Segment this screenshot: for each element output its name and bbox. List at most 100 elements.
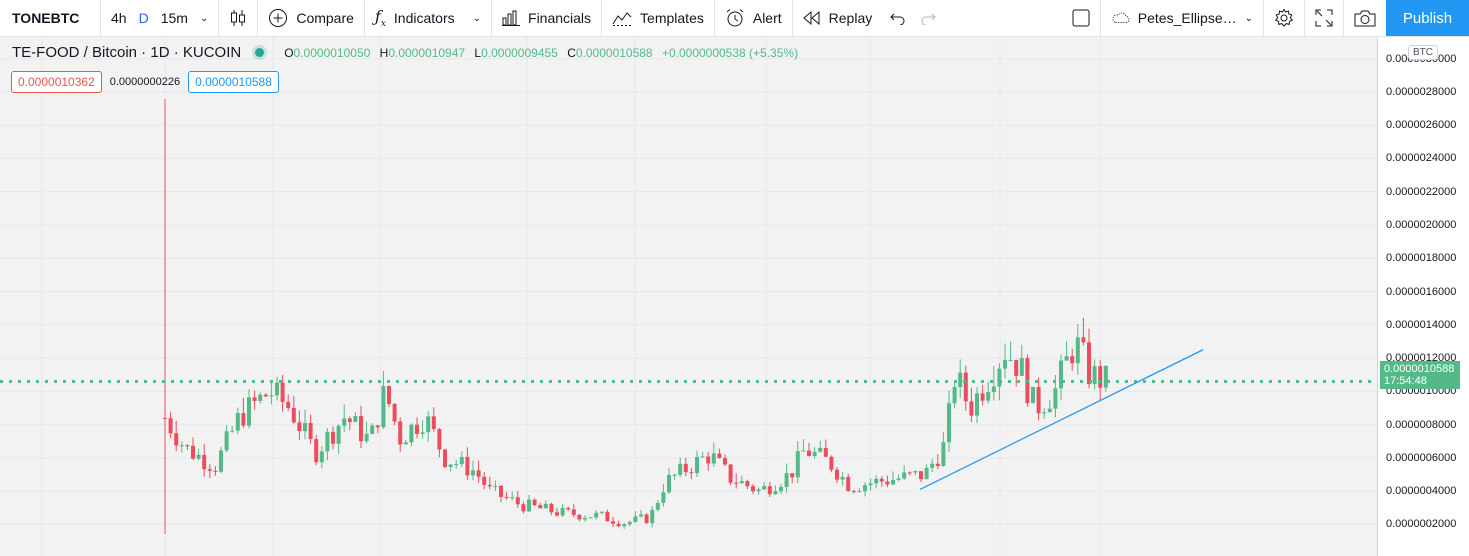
buy-button[interactable]: 0.0000010588 bbox=[188, 71, 279, 93]
candle-body bbox=[706, 456, 711, 464]
symbol-search[interactable]: TONEBTC bbox=[12, 10, 80, 26]
candle-body bbox=[807, 450, 811, 456]
layout-grid-button[interactable] bbox=[1062, 0, 1100, 36]
candle-body bbox=[403, 442, 408, 445]
currency-badge[interactable]: BTC bbox=[1408, 45, 1438, 60]
undo-icon[interactable] bbox=[890, 11, 906, 25]
candle-body bbox=[728, 464, 733, 483]
candle-body bbox=[364, 433, 369, 442]
candle-body bbox=[560, 507, 565, 516]
candle-body bbox=[605, 511, 610, 522]
alert-button[interactable]: Alert bbox=[715, 0, 792, 36]
fullscreen-button[interactable] bbox=[1305, 0, 1343, 36]
fullscreen-icon bbox=[1315, 9, 1333, 27]
candle-body bbox=[482, 476, 487, 485]
candle-body bbox=[247, 397, 251, 426]
candle-body bbox=[991, 386, 996, 393]
ohlc-values: O0.0000010050 H0.0000010947 L0.000000945… bbox=[284, 46, 798, 60]
sell-button[interactable]: 0.0000010362 bbox=[11, 71, 102, 93]
candle-body bbox=[941, 442, 946, 466]
price-tick: 0.0000020000 bbox=[1386, 218, 1457, 231]
candle-body bbox=[431, 416, 436, 430]
candle-body bbox=[1087, 342, 1091, 385]
candle-body bbox=[924, 467, 929, 480]
candle-body bbox=[392, 403, 397, 422]
price-tick: 0.0000026000 bbox=[1386, 119, 1457, 132]
chevron-down-icon[interactable]: ⌄ bbox=[199, 12, 209, 24]
alert-label: Alert bbox=[752, 10, 782, 26]
replay-button[interactable]: Replay bbox=[793, 0, 883, 36]
function-icon: ƒx bbox=[374, 6, 386, 30]
resolution-15m[interactable]: 15m bbox=[160, 10, 188, 26]
candle-body bbox=[549, 503, 554, 513]
candle-body bbox=[667, 474, 671, 493]
candle-body bbox=[515, 497, 520, 505]
chevron-down-icon: ⌄ bbox=[1244, 12, 1253, 24]
candle-body bbox=[185, 445, 190, 447]
financials-button[interactable]: Financials bbox=[492, 0, 601, 36]
candle-body bbox=[902, 472, 907, 479]
candle-body bbox=[252, 397, 257, 401]
candle-body bbox=[639, 514, 643, 517]
candlestick-chart[interactable] bbox=[0, 37, 1377, 556]
candle-body bbox=[381, 386, 386, 428]
candle-body bbox=[303, 422, 307, 432]
layout-name-button[interactable]: Petes_Ellipse… ⌄ bbox=[1101, 0, 1263, 36]
candle-body bbox=[1098, 366, 1103, 388]
candle-body bbox=[594, 512, 599, 518]
candle-body bbox=[790, 473, 795, 478]
chart-type-button[interactable] bbox=[219, 0, 257, 36]
candle-body bbox=[347, 418, 352, 422]
price-axis[interactable] bbox=[1377, 37, 1469, 556]
candle-body bbox=[179, 445, 184, 447]
candle-body bbox=[661, 492, 666, 503]
candle-body bbox=[370, 425, 375, 434]
camera-icon bbox=[1354, 10, 1376, 27]
candle-body bbox=[695, 457, 699, 474]
candle-body bbox=[465, 457, 470, 476]
candle-body bbox=[521, 504, 526, 512]
compare-button[interactable]: Compare bbox=[258, 0, 364, 36]
templates-button[interactable]: Templates bbox=[602, 0, 714, 36]
resolution-d[interactable]: D bbox=[138, 10, 149, 26]
candle-body bbox=[319, 451, 324, 463]
candle-body bbox=[577, 514, 582, 520]
divider bbox=[100, 0, 101, 36]
trade-panel: 0.0000010362 0.0000000226 0.0000010588 bbox=[11, 71, 279, 93]
symbol-title: TE-FOOD / Bitcoin · 1D · KUCOIN bbox=[12, 44, 242, 61]
candle-body bbox=[1053, 388, 1058, 409]
price-tick: 0.0000006000 bbox=[1386, 451, 1457, 464]
settings-button[interactable] bbox=[1264, 0, 1304, 36]
candle-body bbox=[224, 431, 229, 451]
resolution-4h[interactable]: 4h bbox=[111, 10, 127, 26]
spread-value: 0.0000000226 bbox=[109, 76, 181, 88]
candle-body bbox=[1003, 360, 1007, 369]
candle-body bbox=[1075, 337, 1080, 364]
indicators-button[interactable]: ƒx Indicators ⌄ bbox=[365, 0, 491, 36]
candle-body bbox=[829, 456, 834, 470]
candle-body bbox=[611, 521, 615, 524]
candle-body bbox=[947, 403, 951, 443]
candle-body bbox=[504, 496, 509, 498]
candle-body bbox=[275, 382, 279, 396]
chart-pane[interactable] bbox=[0, 37, 1377, 556]
market-status-dot[interactable] bbox=[255, 48, 265, 57]
redo-icon[interactable] bbox=[920, 11, 936, 25]
plus-circle-icon bbox=[269, 9, 288, 27]
publish-button[interactable]: Publish bbox=[1386, 0, 1469, 36]
candle-body bbox=[1070, 356, 1075, 364]
candle-body bbox=[683, 463, 688, 473]
candle-body bbox=[823, 447, 828, 457]
candle-body bbox=[286, 401, 291, 408]
candle-body bbox=[739, 481, 744, 484]
candle-body bbox=[986, 392, 991, 401]
candle-body bbox=[879, 478, 884, 482]
candle-body bbox=[689, 472, 694, 474]
high-value: 0.0000010947 bbox=[388, 45, 466, 60]
candle-body bbox=[616, 523, 621, 527]
candle-body bbox=[1064, 356, 1069, 361]
candle-body bbox=[958, 372, 963, 387]
snapshot-button[interactable] bbox=[1344, 0, 1386, 36]
divider bbox=[218, 0, 220, 36]
candle-body bbox=[846, 476, 851, 492]
